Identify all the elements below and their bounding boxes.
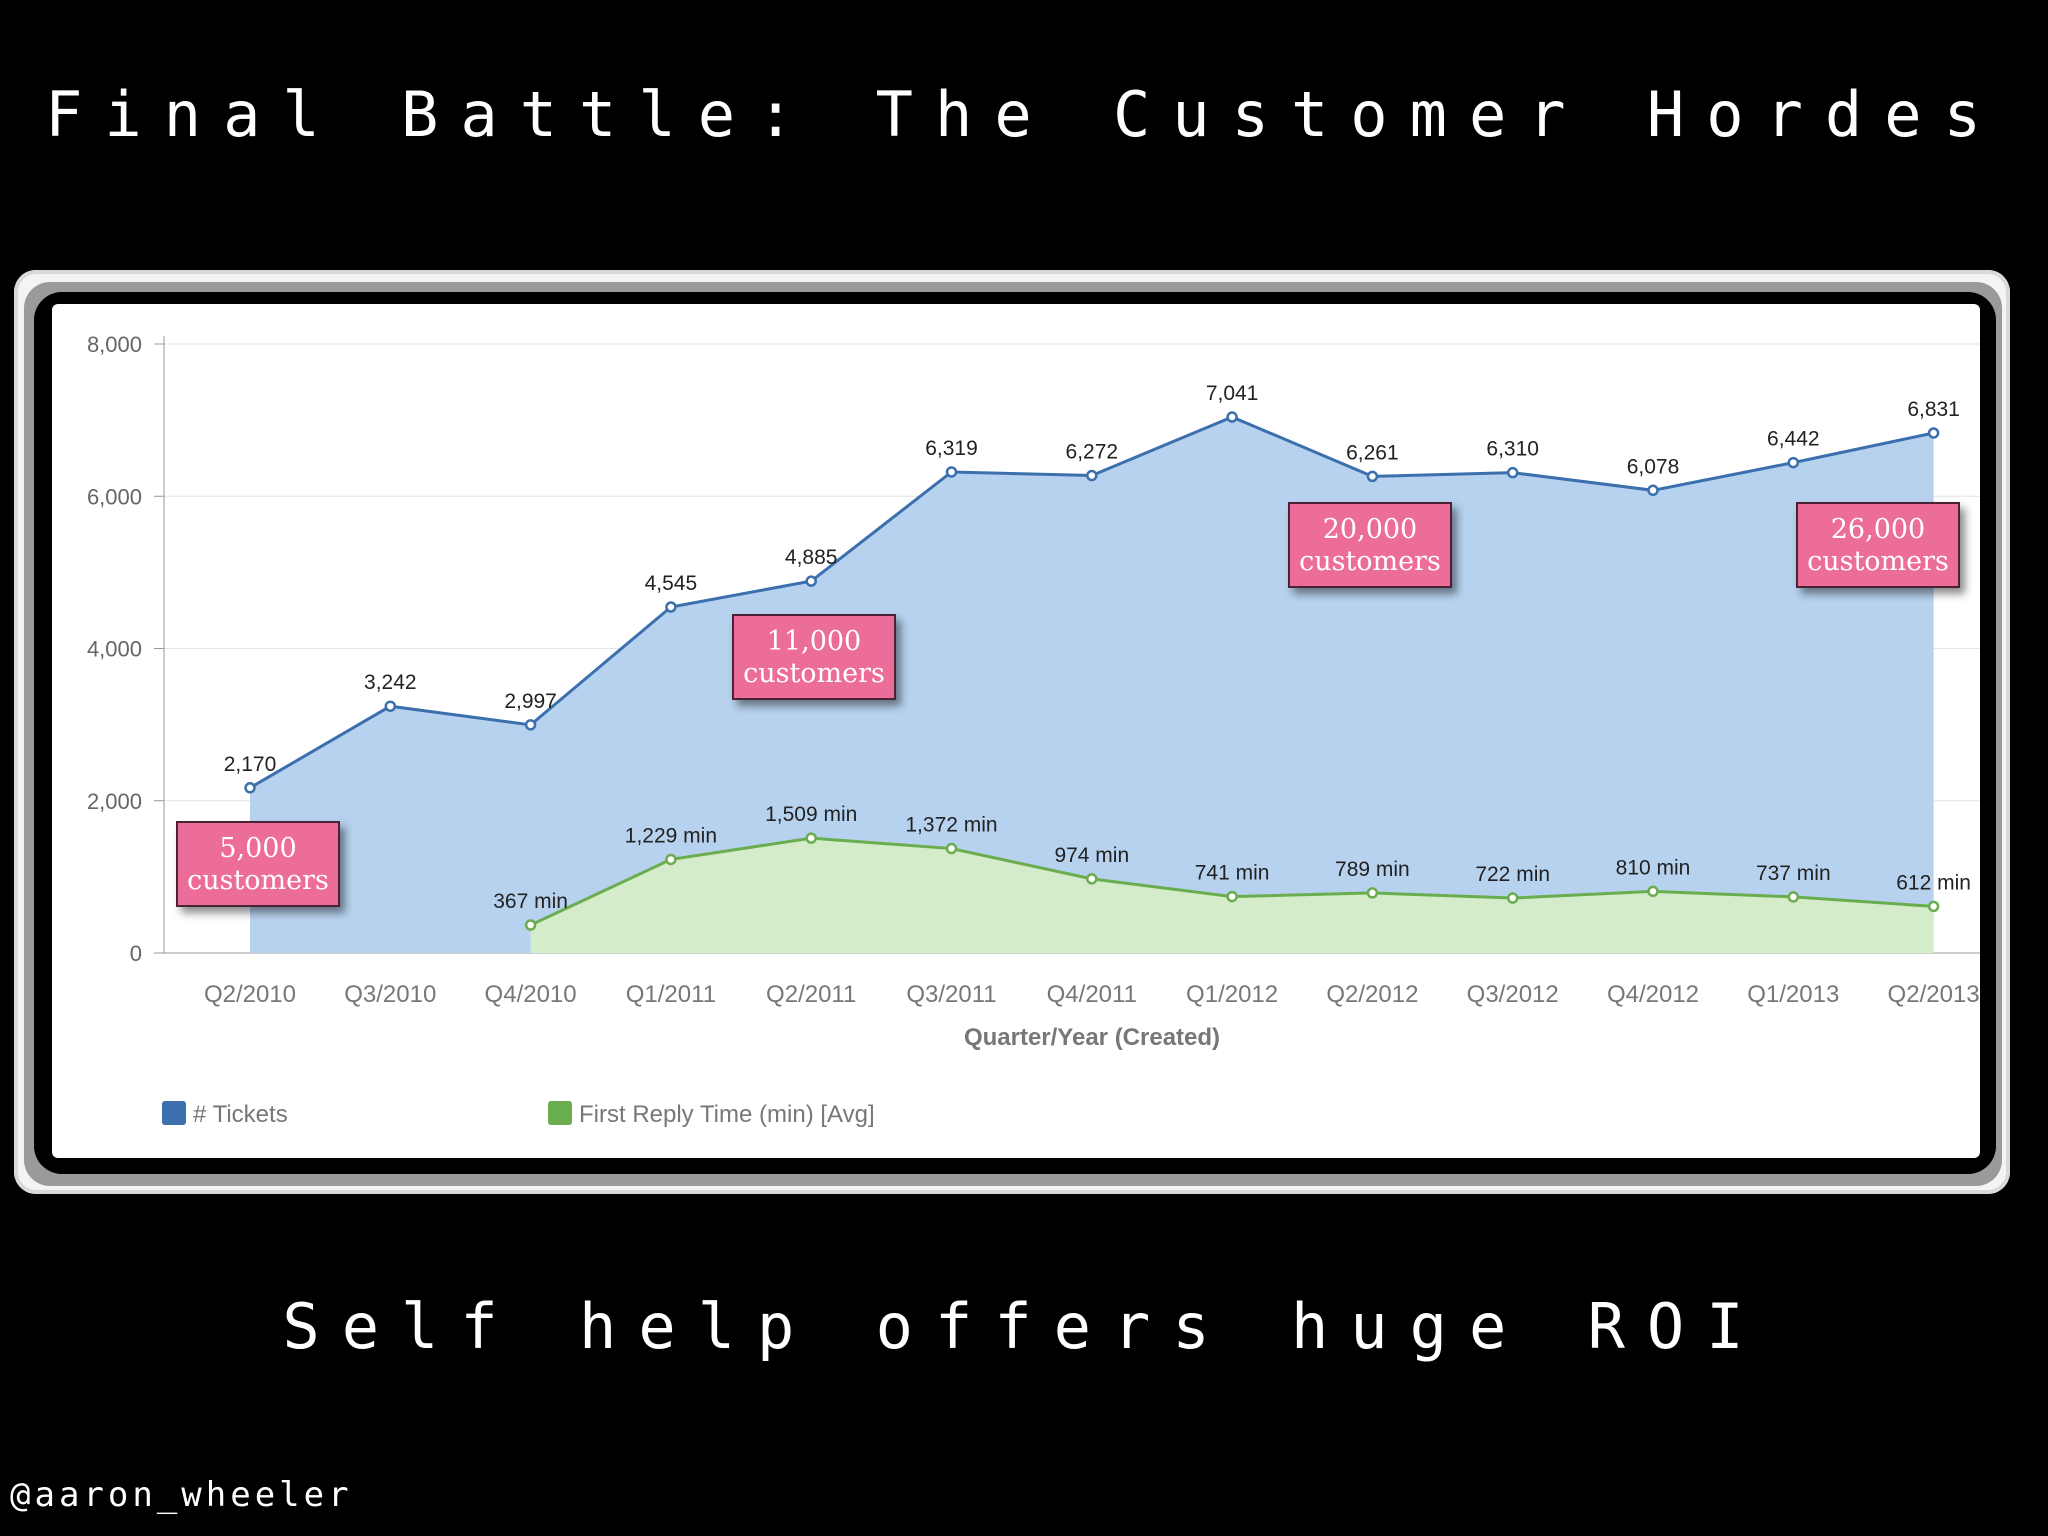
tickets-data-label: 6,078: [1627, 455, 1680, 478]
reply-time-data-label: 1,372 min: [905, 814, 997, 837]
callout-11000-customers: 11,000 customers: [732, 614, 896, 700]
ticket-reply-area-chart: 0 2,000 4,000 6,000 8,000 2,170 3,242 2,997 4,54…: [87, 332, 1980, 1128]
callout-26000-customers: 26,000 customers: [1796, 502, 1960, 588]
reply-time-data-label: 1,509 min: [765, 803, 857, 826]
reply-time-point: [665, 853, 677, 866]
reply-time-point: [1647, 885, 1659, 898]
tickets-point: [1506, 466, 1519, 479]
reply-time-point: [1086, 873, 1098, 885]
callout-text: customers: [1299, 546, 1441, 577]
tickets-data-label: 3,242: [364, 671, 417, 694]
callout-number: 26,000: [1830, 514, 1926, 545]
tickets-data-label: 6,831: [1907, 398, 1960, 421]
x-tick-label: Q4/2010: [485, 981, 577, 1008]
legend-label-reply-time: First Reply Time (min) [Avg]: [579, 1101, 875, 1128]
reply-time-data-label: 722 min: [1475, 863, 1550, 886]
x-tick-label: Q2/2010: [204, 981, 296, 1008]
x-tick-label: Q1/2011: [626, 981, 716, 1008]
tickets-data-label: 6,272: [1066, 441, 1119, 464]
reply-time-data-label: 810 min: [1616, 856, 1691, 879]
reply-time-point: [1927, 900, 1940, 913]
legend-swatch-reply-time: [548, 1101, 572, 1125]
tickets-data-label: 7,041: [1206, 382, 1259, 405]
reply-time-data-label: 741 min: [1195, 862, 1270, 885]
tickets-data-label: 2,997: [504, 690, 557, 713]
callout-number: 20,000: [1322, 514, 1418, 545]
tickets-point: [1927, 427, 1940, 439]
x-tick-label: Q1/2012: [1186, 981, 1278, 1008]
reply-time-point: [524, 919, 537, 931]
tickets-data-label: 6,442: [1767, 428, 1820, 451]
x-tick-label: Q4/2012: [1607, 981, 1699, 1008]
tickets-point: [524, 719, 537, 731]
tickets-point: [244, 782, 256, 794]
chart-panel: 0 2,000 4,000 6,000 8,000 2,170 3,242 2,997 4,54…: [52, 304, 1980, 1158]
callout-text: customers: [187, 865, 329, 896]
x-tick-label: Q2/2013: [1888, 981, 1980, 1008]
tickets-point: [665, 601, 677, 613]
reply-time-point: [805, 832, 817, 844]
tickets-data-label: 6,319: [925, 437, 978, 460]
tickets-point: [805, 575, 817, 587]
tickets-point: [945, 466, 958, 478]
reply-time-data-label: 367 min: [493, 890, 568, 913]
x-tick-label: Q2/2011: [766, 981, 856, 1008]
callout-20000-customers: 20,000 customers: [1288, 502, 1452, 588]
callout-5000-customers: 5,000 customers: [176, 821, 340, 907]
reply-time-data-label: 612 min: [1896, 871, 1971, 894]
reply-time-point: [1506, 892, 1519, 904]
callout-number: 5,000: [219, 833, 297, 864]
reply-time-data-label: 1,229 min: [625, 824, 717, 847]
x-tick-label: Q3/2011: [906, 981, 996, 1008]
y-tick-label: 8,000: [87, 332, 142, 357]
reply-time-area: [530, 838, 1934, 953]
x-tick-label: Q1/2013: [1747, 981, 1839, 1008]
tickets-point: [1086, 469, 1098, 482]
slide-title: Final Battle: The Customer Hordes: [45, 78, 2003, 151]
x-tick-label: Q4/2011: [1047, 981, 1137, 1008]
tickets-point: [1787, 456, 1800, 469]
author-handle: @aaron_wheeler: [10, 1475, 353, 1515]
reply-time-data-label: 974 min: [1054, 844, 1129, 867]
reply-time-point: [945, 842, 958, 855]
tickets-data-label: 6,261: [1346, 441, 1399, 464]
y-tick-label: 4,000: [87, 637, 142, 662]
tickets-data-label: 6,310: [1486, 438, 1539, 461]
y-tick-label: 0: [130, 941, 142, 966]
callout-number: 11,000: [766, 626, 862, 657]
legend-swatch-tickets: [162, 1101, 186, 1125]
callout-text: customers: [743, 658, 885, 689]
reply-time-point: [1787, 891, 1800, 903]
legend-label-tickets: # Tickets: [193, 1101, 288, 1128]
reply-time-point: [1226, 890, 1238, 903]
tickets-point: [384, 700, 397, 712]
tickets-point: [1226, 411, 1238, 423]
slide-subtitle: Self help offers huge ROI: [282, 1290, 1766, 1363]
y-tick-label: 2,000: [87, 789, 142, 814]
x-axis-title: Quarter/Year (Created): [964, 1024, 1220, 1051]
tickets-point: [1366, 470, 1379, 483]
tickets-data-label: 4,885: [785, 546, 838, 569]
callout-text: customers: [1807, 546, 1949, 577]
reply-time-point: [1366, 887, 1379, 899]
reply-time-data-label: 737 min: [1756, 862, 1831, 885]
y-tick-label: 6,000: [87, 484, 142, 509]
x-tick-label: Q3/2010: [344, 981, 436, 1008]
x-tick-label: Q2/2012: [1326, 981, 1418, 1008]
tickets-data-label: 2,170: [224, 753, 277, 776]
reply-time-data-label: 789 min: [1335, 858, 1410, 881]
x-tick-label: Q3/2012: [1467, 981, 1559, 1008]
tickets-data-label: 4,545: [645, 572, 698, 595]
tickets-point: [1647, 484, 1659, 497]
tickets-area: [250, 417, 1934, 953]
